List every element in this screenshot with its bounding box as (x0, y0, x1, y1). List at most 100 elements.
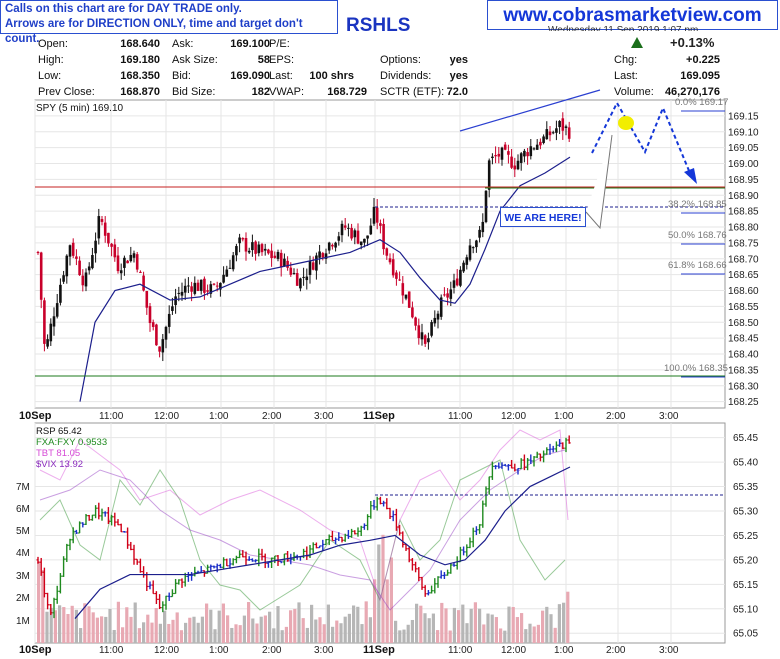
rsp-price-bar (567, 435, 571, 444)
volume-bar (461, 604, 465, 643)
rsp-price-bar (62, 556, 66, 577)
rsp-price-bar (193, 566, 197, 577)
rsp-price-bar (394, 508, 398, 531)
y-tick-label: 169.05 (728, 143, 759, 154)
rsp-price-bar (558, 439, 562, 447)
rsp-price-bar (68, 538, 72, 551)
volume-bar (448, 630, 452, 643)
rsp-price-bar (401, 531, 405, 548)
rsp-price-bar (426, 589, 430, 596)
volume-tick-label: 4M (16, 548, 30, 559)
rsp-price-bar (132, 544, 136, 565)
ohlc-bar (523, 148, 526, 163)
ohlc-bar (158, 346, 161, 358)
volume-bar (125, 607, 129, 643)
moving-average-line (79, 156, 571, 402)
rsp-price-bar (407, 546, 411, 563)
volume-bar (339, 623, 343, 643)
volume-bar (175, 612, 179, 643)
bottom-x-tick-label: 2:00 (606, 645, 626, 656)
ohlc-bar (471, 246, 475, 254)
right-y-tick-label: 65.20 (733, 555, 758, 566)
volume-bar (314, 619, 318, 643)
ohlc-bar (494, 146, 497, 164)
rsp-price-bar (225, 558, 229, 567)
rsp-price-bar (452, 563, 456, 567)
ohlc-bar (62, 270, 65, 284)
rsp-price-bar (500, 462, 504, 469)
ohlc-bar (283, 253, 286, 268)
rsp-price-bar (97, 502, 101, 520)
prev-close-label: Prev Close: (38, 86, 95, 98)
ohlc-bar (561, 112, 565, 140)
rsp-price-volume-panel: 65.05 65.10 65.15 65.20 65.25 65.30 65.35 65.40… (16, 422, 758, 656)
ohlc-bar (65, 254, 69, 284)
rsp-moving-average (74, 466, 571, 619)
volume-bar (381, 534, 385, 643)
ohlc-bar (97, 208, 101, 245)
rsp-price-bar (135, 558, 139, 565)
ohlc-bar (452, 273, 456, 294)
rsp-price-bar (532, 456, 536, 467)
volume-bar (532, 626, 536, 643)
rsp-price-bar (506, 464, 510, 471)
rsp-price-bar (164, 595, 168, 610)
ohlc-bar (292, 268, 296, 275)
ohlc-bar (263, 243, 267, 256)
volume-bar (100, 616, 104, 643)
rsp-price-bar (113, 512, 117, 527)
volume-bar (473, 602, 477, 643)
ohlc-bar (427, 332, 430, 350)
rsp-price-bar (564, 437, 568, 453)
ohlc-bar (331, 243, 334, 250)
volume-tick-label: 6M (16, 504, 30, 515)
notice-line-1: Calls on this chart are for DAY TRADE on… (5, 3, 242, 15)
notice-line-2: Arrows are for DIRECTION ONLY, time and … (5, 18, 303, 45)
rsp-price-bar (410, 557, 414, 571)
rsp-price-bar (510, 459, 514, 469)
volume-bar (444, 608, 448, 643)
ohlc-bar (273, 251, 277, 259)
y-tick-label: 168.45 (728, 334, 759, 345)
ask-size-value: 58 (257, 54, 270, 66)
dividends-label: Dividends: (380, 70, 432, 82)
ohlc-bar (36, 250, 40, 255)
projection-arrow (591, 100, 693, 179)
ohlc-bar (555, 120, 558, 141)
rsp-price-bar (90, 514, 94, 521)
website-banner[interactable]: www.cobrasmarketview.com (487, 0, 778, 30)
volume-bar (524, 629, 528, 643)
ohlc-bar (103, 216, 107, 243)
y-tick-label: 169.00 (728, 159, 759, 170)
ohlc-bar (443, 287, 446, 297)
rsp-price-bar (286, 551, 290, 562)
ohlc-bar (238, 233, 241, 253)
current-position-highlight (618, 116, 634, 130)
ohlc-bar (212, 282, 216, 286)
ohlc-bar (507, 144, 510, 164)
day-trade-notice: Calls on this chart are for DAY TRADE on… (0, 0, 338, 45)
bottom-x-tick-label: 1:00 (209, 645, 229, 656)
ohlc-bar (430, 319, 433, 338)
ohlc-bar (279, 249, 283, 277)
volume-bar (482, 624, 486, 643)
options-label: Options: (380, 54, 421, 66)
y-tick-label: 168.25 (728, 397, 759, 408)
rsp-price-bar (84, 513, 88, 525)
ohlc-bar (231, 251, 235, 272)
y-tick-label: 168.60 (728, 286, 759, 297)
volume-bar (511, 606, 515, 643)
rsp-price-bar (350, 528, 354, 538)
volume-bar (301, 618, 305, 643)
ohlc-bar (55, 293, 59, 319)
ohlc-bar (299, 277, 302, 292)
date-clipped: Wednesday 11 Sep 2019 1:07 pm (548, 25, 699, 31)
ohlc-bar (539, 138, 542, 150)
rsp-price-bar (222, 557, 226, 570)
bottom-x-tick-label: 11:00 (448, 645, 473, 656)
right-y-tick-label: 65.45 (733, 433, 758, 444)
rsp-price-bar (241, 550, 245, 558)
volume-bar (490, 614, 494, 643)
rsp-price-bar (513, 463, 517, 472)
ohlc-bar (199, 279, 203, 295)
